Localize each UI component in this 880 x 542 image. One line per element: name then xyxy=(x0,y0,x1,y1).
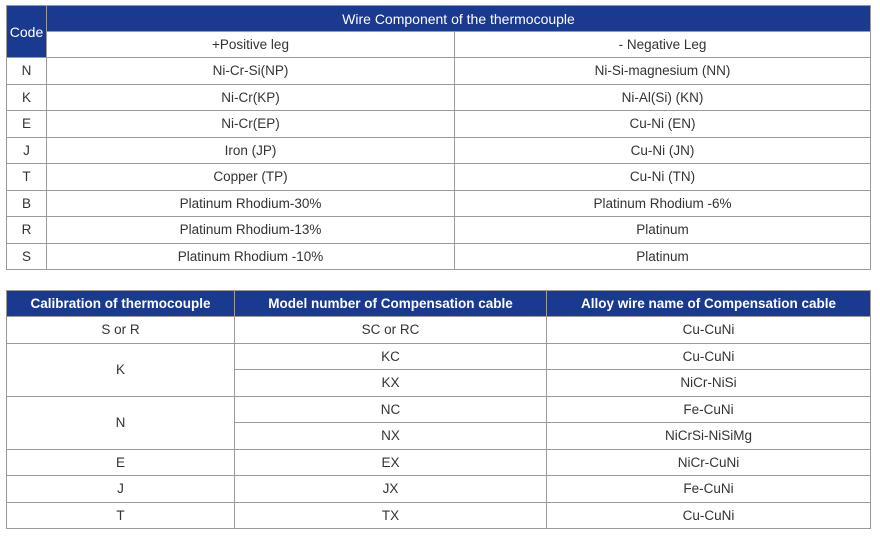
positive-cell: Platinum Rhodium -10% xyxy=(46,242,455,270)
alloy-cell: Cu-CuNi xyxy=(546,501,871,529)
negative-cell: Platinum xyxy=(454,216,871,244)
positive-leg-header: +Positive leg xyxy=(46,31,455,58)
table-row: S or R SC or RC Cu-CuNi xyxy=(6,316,871,344)
calibration-cell: N xyxy=(6,395,235,450)
table-row: K KC Cu-CuNi xyxy=(6,342,871,397)
positive-cell: Ni-Cr(KP) xyxy=(46,83,455,111)
alloy-cell: NiCrSi-NiSiMg xyxy=(546,422,871,450)
negative-cell: Cu-Ni (JN) xyxy=(454,136,871,164)
calibration-cell: K xyxy=(6,342,235,397)
model-cell: KC xyxy=(234,342,547,370)
positive-cell: Platinum Rhodium-30% xyxy=(46,189,455,217)
code-cell: K xyxy=(6,83,47,111)
model-cell: EX xyxy=(234,448,547,476)
table-row: J Iron (JP) Cu-Ni (JN) xyxy=(6,136,871,164)
table-row: J JX Fe-CuNi xyxy=(6,475,871,503)
negative-cell: Cu-Ni (TN) xyxy=(454,163,871,191)
code-cell: R xyxy=(6,216,47,244)
wire-component-title: Wire Component of the thermocouple xyxy=(46,5,871,32)
table-row: N Ni-Cr-Si(NP) Ni-Si-magnesium (NN) xyxy=(6,57,871,85)
alloy-cell: Cu-CuNi xyxy=(546,342,871,370)
table-row: E Ni-Cr(EP) Cu-Ni (EN) xyxy=(6,110,871,138)
calibration-cell: T xyxy=(6,501,235,529)
table-row: E EX NiCr-CuNi xyxy=(6,448,871,476)
alloy-cell: Fe-CuNi xyxy=(546,395,871,423)
table-row: KX NiCr-NiSi xyxy=(7,369,871,397)
table-row: S Platinum Rhodium -10% Platinum xyxy=(6,242,871,270)
negative-cell: Platinum xyxy=(454,242,871,270)
calibration-cell: E xyxy=(6,448,235,476)
negative-cell: Cu-Ni (EN) xyxy=(454,110,871,138)
code-cell: T xyxy=(6,163,47,191)
code-header: Code xyxy=(6,5,47,58)
model-number-header: Model number of Compensation cable xyxy=(234,290,547,317)
positive-cell: Iron (JP) xyxy=(46,136,455,164)
table-row: T Copper (TP) Cu-Ni (TN) xyxy=(6,163,871,191)
alloy-cell: NiCr-CuNi xyxy=(546,448,871,476)
code-cell: J xyxy=(6,136,47,164)
alloy-cell: Cu-CuNi xyxy=(546,316,871,344)
model-cell: NC xyxy=(234,395,547,423)
positive-cell: Ni-Cr-Si(NP) xyxy=(46,57,455,85)
code-cell: E xyxy=(6,110,47,138)
negative-cell: Ni-Al(Si) (KN) xyxy=(454,83,871,111)
table-row: K Ni-Cr(KP) Ni-Al(Si) (KN) xyxy=(6,83,871,111)
model-cell: NX xyxy=(234,422,547,450)
model-cell: JX xyxy=(234,475,547,503)
compensation-cable-table: Calibration of thermocouple Model number… xyxy=(6,290,871,529)
positive-cell: Ni-Cr(EP) xyxy=(46,110,455,138)
calibration-cell: S or R xyxy=(6,316,235,344)
table-row: R Platinum Rhodium-13% Platinum xyxy=(6,216,871,244)
alloy-cell: Fe-CuNi xyxy=(546,475,871,503)
positive-cell: Platinum Rhodium-13% xyxy=(46,216,455,244)
alloy-wire-header: Alloy wire name of Compensation cable xyxy=(546,290,871,317)
model-cell: TX xyxy=(234,501,547,529)
code-cell: N xyxy=(6,57,47,85)
negative-cell: Platinum Rhodium -6% xyxy=(454,189,871,217)
code-cell: S xyxy=(6,242,47,270)
calibration-header: Calibration of thermocouple xyxy=(6,290,235,317)
model-cell: KX xyxy=(234,369,547,397)
model-cell: SC or RC xyxy=(234,316,547,344)
table-row: T TX Cu-CuNi xyxy=(6,501,871,529)
calibration-cell: J xyxy=(6,475,235,503)
wire-component-table: Code Wire Component of the thermocouple … xyxy=(6,5,871,270)
code-cell: B xyxy=(6,189,47,217)
table-row: N NC Fe-CuNi xyxy=(6,395,871,450)
alloy-cell: NiCr-NiSi xyxy=(546,369,871,397)
negative-cell: Ni-Si-magnesium (NN) xyxy=(454,57,871,85)
positive-cell: Copper (TP) xyxy=(46,163,455,191)
negative-leg-header: - Negative Leg xyxy=(454,31,871,58)
table-row: B Platinum Rhodium-30% Platinum Rhodium -6… xyxy=(6,189,871,217)
